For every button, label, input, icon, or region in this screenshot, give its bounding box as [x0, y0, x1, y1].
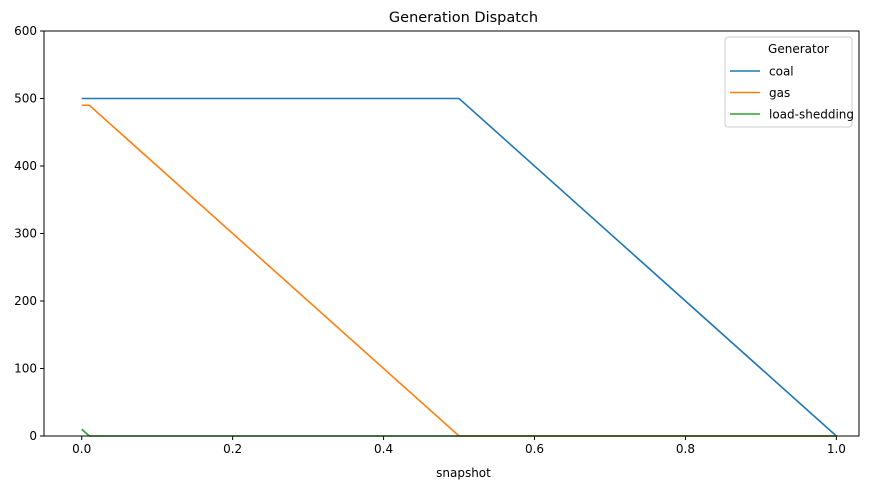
y-tick-label: 600 [14, 24, 37, 38]
legend-entries: coal gas load-shedding [730, 65, 854, 122]
legend-label-gas: gas [769, 86, 790, 100]
x-tick-label: 0.8 [676, 442, 695, 456]
y-tick-label: 300 [14, 227, 37, 241]
x-tick-label: 0.6 [525, 442, 544, 456]
y-tick-label: 200 [14, 294, 37, 308]
series-line-coal [81, 97, 837, 437]
x-ticks: 0.0 0.2 0.4 0.6 0.8 1.0 [72, 436, 846, 456]
y-tick-label: 100 [14, 362, 37, 376]
legend-box [724, 36, 853, 128]
x-tick-label: 0.0 [72, 442, 91, 456]
plot-frame [43, 30, 860, 437]
y-ticks: 0 100 200 300 400 500 600 [14, 24, 44, 443]
y-tick-label: 0 [29, 429, 37, 443]
legend-label-load-shedding: load-shedding [769, 108, 854, 122]
y-tick-label: 400 [14, 159, 37, 173]
x-tick-label: 0.4 [374, 442, 393, 456]
x-axis-label: snapshot [436, 466, 491, 480]
x-tick-label: 1.0 [827, 442, 846, 456]
series-line-gas [81, 104, 837, 437]
series-lines [81, 97, 837, 437]
y-tick-label: 500 [14, 92, 37, 106]
legend: Generator coal gas load-shedding [724, 36, 854, 128]
x-tick-label: 0.2 [223, 442, 242, 456]
chart-title: Generation Dispatch [389, 10, 538, 26]
legend-label-coal: coal [769, 65, 794, 79]
legend-title: Generator [768, 42, 829, 56]
